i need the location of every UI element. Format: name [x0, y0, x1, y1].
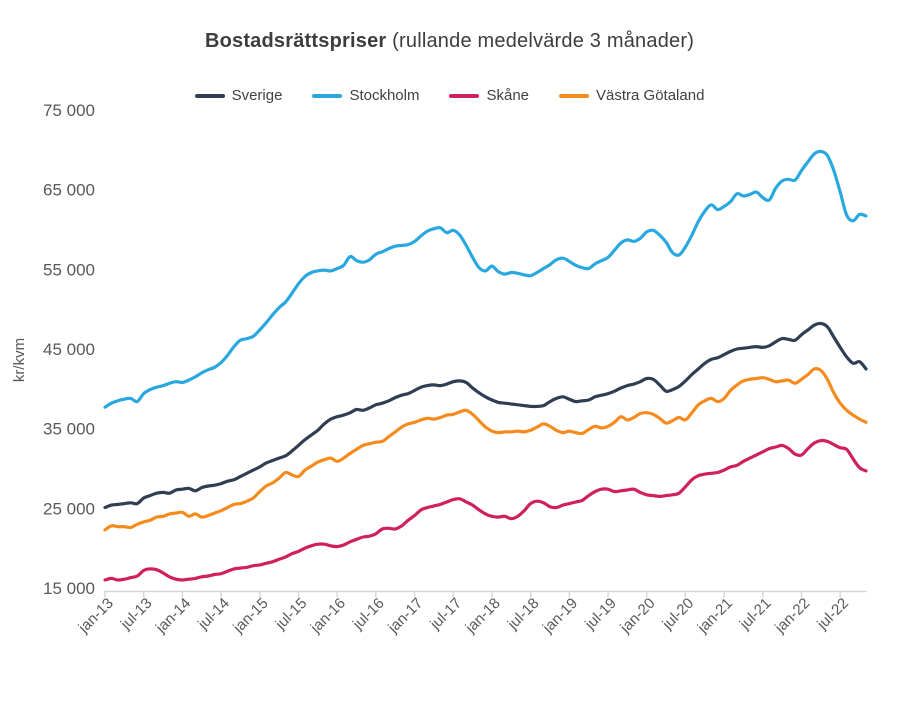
legend-label-stockholm: Stockholm	[349, 87, 420, 104]
x-tick-label: jul-16	[349, 595, 388, 634]
x-tick-label: jan-19	[539, 595, 581, 637]
x-tick-label: jul-21	[736, 595, 775, 634]
series-line-v-stra-g-taland	[103, 367, 868, 532]
legend-item-sk-ne: Skåne	[449, 87, 529, 104]
x-tick-label: jan-22	[771, 595, 813, 637]
legend-swatch-sk-ne	[449, 93, 480, 98]
x-tick-label: jan-14	[152, 595, 194, 637]
series-line-sverige	[103, 321, 868, 510]
x-tick-label: jul-14	[194, 595, 233, 634]
y-tick-label: 25 000	[43, 499, 95, 518]
x-tick-label: jul-17	[426, 595, 465, 634]
legend-label-v-stra-g-taland: Västra Götaland	[596, 87, 705, 104]
y-tick-label: 15 000	[43, 579, 95, 598]
legend-label-sk-ne: Skåne	[486, 87, 530, 104]
x-tick-label: jul-18	[504, 595, 543, 634]
x-tick-label: jan-20	[616, 595, 658, 637]
legend-swatch-v-stra-g-taland	[559, 93, 590, 98]
chart-title-rest: (rullande medelvärde 3 månader)	[386, 30, 695, 52]
x-tick-label: jul-22	[813, 595, 852, 634]
legend-swatch-sverige	[194, 93, 225, 98]
y-tick-label: 45 000	[43, 340, 95, 359]
chart-title: Bostadsrättspriser (rullande medelvärde …	[0, 30, 899, 53]
legend-swatch-stockholm	[312, 93, 343, 98]
x-tick-label: jan-15	[229, 595, 271, 637]
y-tick-label: 75 000	[43, 101, 95, 120]
y-tick-label: 65 000	[43, 181, 95, 200]
y-axis-title: kr/kvm	[11, 338, 28, 382]
x-tick-label: jan-17	[384, 595, 426, 637]
y-tick-label: 35 000	[43, 420, 95, 439]
x-tick-label: jul-20	[659, 595, 698, 634]
legend-item-sverige: Sverige	[194, 87, 283, 104]
legend-item-v-stra-g-taland: Västra Götaland	[559, 87, 704, 104]
x-tick-label: jul-19	[581, 595, 620, 634]
x-tick-label: jul-13	[117, 595, 156, 634]
chart-legend: Sverige Stockholm Skåne Västra Götaland	[0, 87, 899, 104]
x-tick-label: jul-15	[272, 595, 311, 634]
x-tick-label: jan-18	[462, 595, 504, 637]
series-line-sk-ne	[103, 438, 868, 582]
series-line-stockholm	[103, 149, 868, 409]
chart-title-bold: Bostadsrättspriser	[204, 30, 387, 52]
x-tick-label: jan-21	[694, 595, 736, 637]
legend-label-sverige: Sverige	[231, 87, 283, 104]
x-tick-label: jan-13	[75, 595, 117, 637]
y-tick-label: 55 000	[43, 260, 95, 279]
legend-item-stockholm: Stockholm	[312, 87, 419, 104]
x-tick-label: jan-16	[307, 595, 349, 637]
